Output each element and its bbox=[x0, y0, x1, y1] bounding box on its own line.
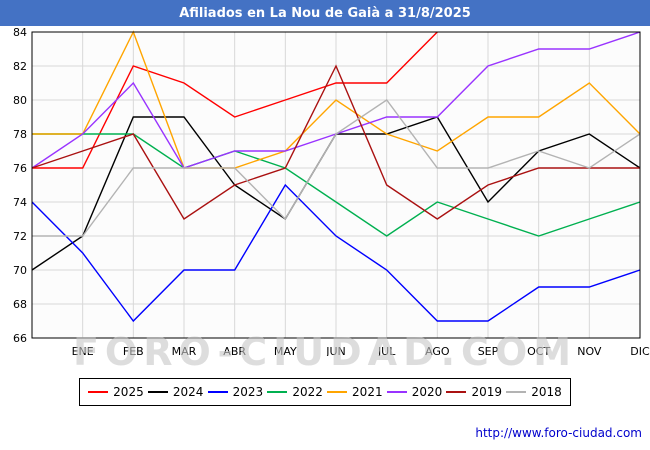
legend-marker-2018 bbox=[506, 391, 527, 393]
x-tick-label: OCT bbox=[527, 345, 550, 356]
chart-svg: 66 68 70 72 74 76 78 80 82 84 ENE FEB MAR ABR MAY JUN JU… bbox=[13, 26, 650, 358]
x-tick-label: NOV bbox=[577, 345, 602, 356]
x-tick-label: FEB bbox=[123, 345, 144, 356]
chart-title-bar: Afiliados en La Nou de Gaià a 31/8/2025 bbox=[0, 0, 650, 26]
y-tick-label: 70 bbox=[13, 264, 27, 277]
x-tick-label: JUN bbox=[325, 345, 346, 356]
y-tick-label: 68 bbox=[13, 298, 27, 311]
y-tick-label: 78 bbox=[13, 128, 27, 141]
x-tick-label: AGO bbox=[425, 345, 450, 356]
y-tick-label: 66 bbox=[13, 332, 27, 345]
legend-marker-2021 bbox=[327, 391, 348, 393]
legend-item-2025: 2025 bbox=[88, 385, 144, 399]
x-tick-label: ENE bbox=[72, 345, 94, 356]
page-title: Afiliados en La Nou de Gaià a 31/8/2025 bbox=[179, 5, 471, 21]
chart-container: 66 68 70 72 74 76 78 80 82 84 ENE FEB MAR ABR MAY JUN JU… bbox=[0, 26, 650, 360]
x-tick-label: JUL bbox=[377, 345, 396, 356]
legend-item-2019: 2019 bbox=[446, 385, 502, 399]
legend-label-2022: 2022 bbox=[292, 385, 323, 399]
x-tick-label: ABR bbox=[223, 345, 246, 356]
legend-label-2020: 2020 bbox=[411, 385, 443, 399]
y-tick-label: 76 bbox=[13, 162, 27, 175]
legend-item-2020: 2020 bbox=[386, 385, 443, 399]
legend-marker-2019 bbox=[446, 391, 467, 393]
legend-label-2023: 2023 bbox=[232, 385, 264, 399]
x-tick-label: SEP bbox=[478, 345, 499, 356]
legend-label-2024: 2024 bbox=[172, 385, 204, 399]
series-line-2023 bbox=[31, 183, 641, 323]
x-tick-label: MAY bbox=[274, 345, 297, 356]
legend-label-2025: 2025 bbox=[113, 385, 144, 399]
y-tick-label: 80 bbox=[13, 94, 27, 107]
y-tick-label: 82 bbox=[13, 60, 27, 73]
x-tick-label: DIC bbox=[630, 345, 650, 356]
legend-marker-2023 bbox=[207, 391, 228, 393]
legend-label-2021: 2021 bbox=[352, 385, 383, 399]
y-tick-label: 84 bbox=[13, 26, 27, 39]
legend-marker-2025 bbox=[88, 391, 109, 393]
legend-item-2021: 2021 bbox=[327, 385, 383, 399]
chart-legend: 2025 2024 2023 2022 2021 2020 2019 2018 bbox=[79, 378, 571, 406]
legend-item-2023: 2023 bbox=[207, 385, 264, 399]
legend-marker-2020 bbox=[386, 391, 407, 393]
series-line-2018 bbox=[32, 99, 641, 237]
legend-item-2024: 2024 bbox=[147, 385, 204, 399]
y-tick-label: 72 bbox=[13, 230, 27, 243]
series-line-2019 bbox=[31, 64, 640, 220]
legend-item-2022: 2022 bbox=[267, 385, 323, 399]
footer-url-link[interactable]: http://www.foro-ciudad.com bbox=[475, 426, 642, 440]
legend-label-2019: 2019 bbox=[471, 385, 503, 399]
y-tick-label: 74 bbox=[13, 196, 27, 209]
x-tick-label: MAR bbox=[172, 345, 197, 356]
plot-border bbox=[31, 31, 641, 339]
legend-marker-2022 bbox=[267, 391, 288, 393]
legend-item-2018: 2018 bbox=[506, 385, 562, 399]
legend-marker-2024 bbox=[147, 391, 168, 393]
legend-label-2018: 2018 bbox=[531, 385, 562, 399]
